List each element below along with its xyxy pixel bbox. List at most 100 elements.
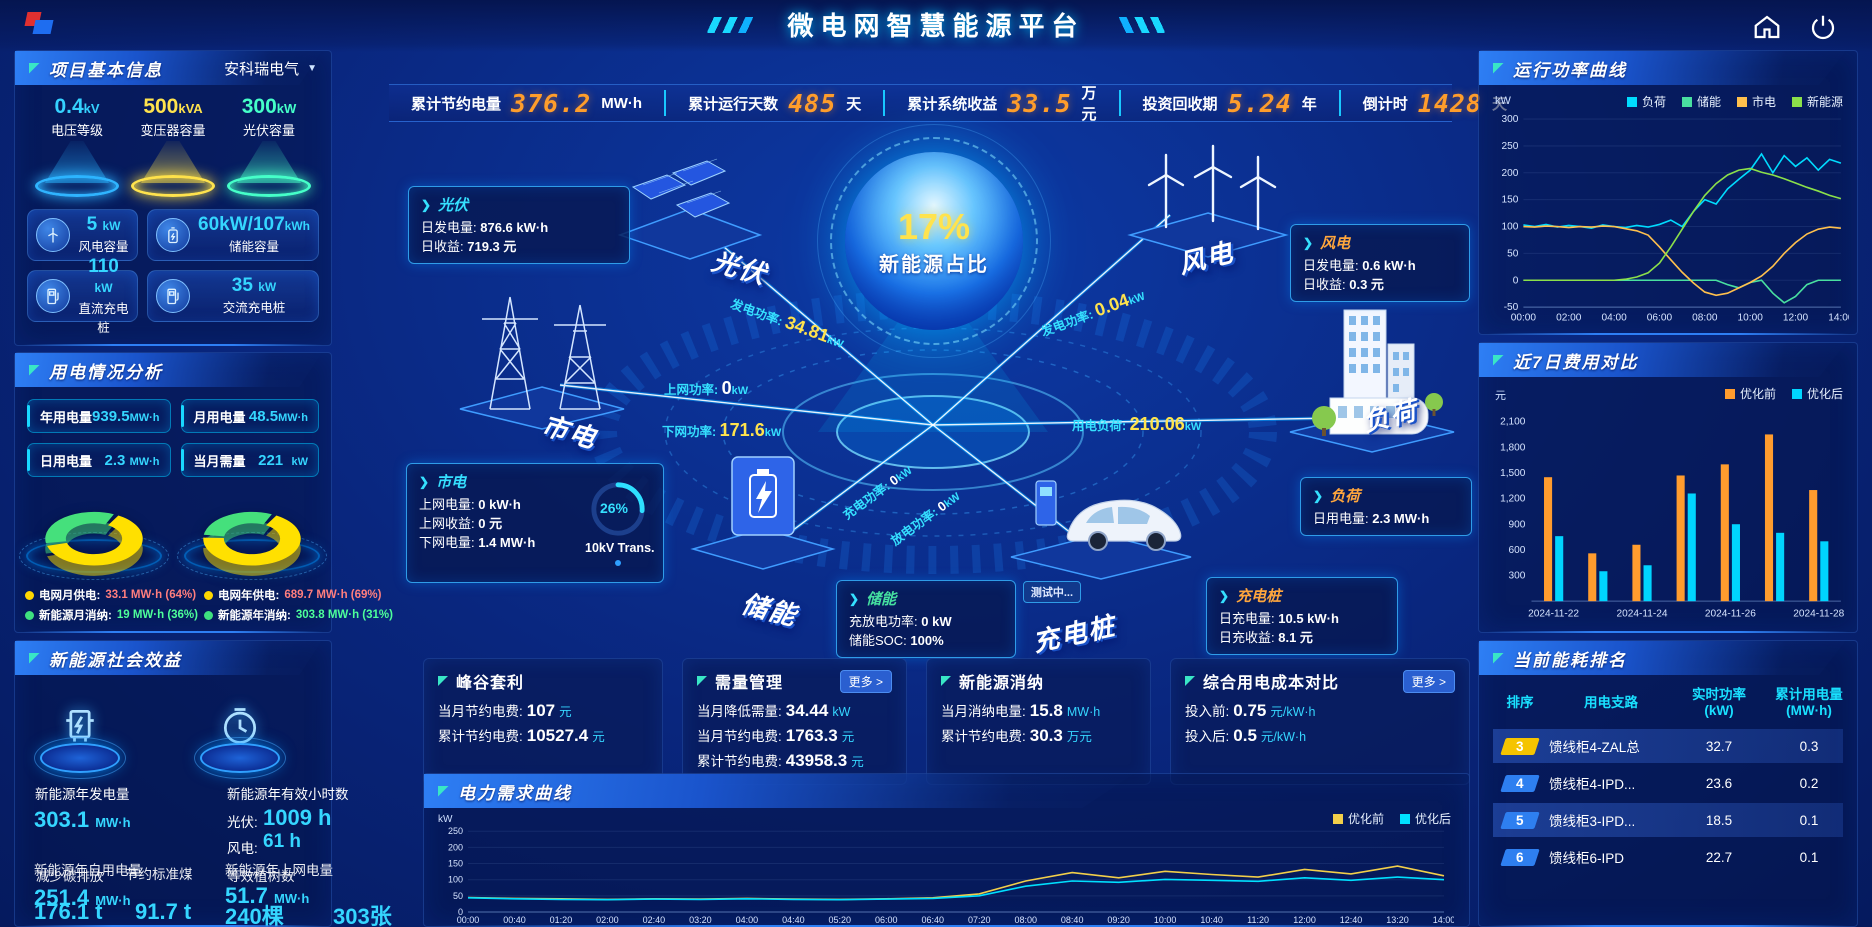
app-header: 微电网智慧能源平台 bbox=[0, 0, 1872, 52]
svg-text:10:40: 10:40 bbox=[1200, 915, 1223, 925]
node-label-charger: 充电桩 bbox=[1030, 610, 1119, 658]
flow-grid-export: 上网功率: 0kW bbox=[664, 378, 749, 398]
panel-header: 用电情况分析 bbox=[15, 353, 322, 387]
col-energy: 累计用电量 (MW·h) bbox=[1775, 687, 1843, 718]
status-badge: 测试中... bbox=[1022, 581, 1081, 603]
kpi-countdown: 倒计时 1428 天 bbox=[1338, 89, 1529, 118]
svg-text:200: 200 bbox=[448, 842, 463, 852]
svg-text:05:20: 05:20 bbox=[829, 915, 852, 925]
more-button[interactable]: 更多 > bbox=[1402, 669, 1455, 693]
load-building-illustration bbox=[1289, 309, 1455, 453]
transformer-gauge: 26% 10kV Trans. bbox=[585, 480, 655, 566]
yellow-dot-icon bbox=[204, 590, 213, 600]
hours-label: 新能源年有效小时数 bbox=[227, 787, 349, 802]
table-row[interactable]: 3 馈线柜4-ZAL总 32.7 0.3 bbox=[1493, 729, 1843, 763]
svg-text:08:40: 08:40 bbox=[1061, 915, 1084, 925]
kpi-run-days: 累计运行天数 485 天 bbox=[664, 89, 883, 118]
panel-header: 当前能耗排名 bbox=[1479, 641, 1846, 675]
panel-header: 运行功率曲线 bbox=[1479, 51, 1846, 85]
svg-text:-50: -50 bbox=[1504, 302, 1519, 313]
svg-text:100: 100 bbox=[448, 875, 463, 885]
svg-text:2024-11-24: 2024-11-24 bbox=[1617, 608, 1668, 619]
month-usage: 月用电量 48.5MW·h bbox=[180, 399, 319, 433]
title-deco-left bbox=[707, 16, 766, 33]
donut-legend: 电网月供电: 33.1 MW·h (64%) 电网年供电: 689.7 MW·h (… bbox=[15, 579, 393, 623]
solar-panels-illustration bbox=[617, 158, 763, 260]
y-axis-unit: kW bbox=[438, 814, 453, 825]
corner-glyph-icon bbox=[438, 676, 448, 686]
arrow-icon: ❯ bbox=[849, 591, 860, 606]
arrow-icon: ❯ bbox=[1303, 235, 1314, 250]
svg-text:03:20: 03:20 bbox=[689, 915, 712, 925]
dc-charger-icon bbox=[36, 279, 70, 313]
table-row[interactable]: 5 馈线柜3-IPD... 18.5 0.1 bbox=[1493, 803, 1843, 837]
wind-info-box: ❯ 风电 日发电量: 0.6 kW·h 日收益: 0.3 元 bbox=[1290, 224, 1470, 302]
svg-text:14:00: 14:00 bbox=[1433, 915, 1454, 925]
storage-capacity-card: 60kW/107kWh 储能容量 bbox=[147, 209, 319, 261]
y-axis-unit: kW bbox=[1495, 95, 1511, 107]
legend-renewable-month: 新能源月消纳: 19 MW·h (36%) bbox=[25, 607, 198, 623]
more-button[interactable]: 更多 > bbox=[839, 669, 892, 693]
swatch-icon bbox=[1724, 389, 1735, 399]
co2-value: 91.7 t bbox=[135, 899, 192, 924]
home-icon[interactable] bbox=[1752, 12, 1782, 42]
svg-text:1,500: 1,500 bbox=[1500, 468, 1526, 479]
grid-info-box: ❯ 市电 上网电量: 0 kW·h 上网收益: 0 元 下网电量: 1.4 MW·… bbox=[406, 463, 664, 583]
svg-text:1,200: 1,200 bbox=[1500, 494, 1526, 505]
demand-legend: 优化前 优化后 bbox=[1332, 810, 1451, 827]
capacity-cones: 0.4kV 电压等级 500kVA 变压器容量 300kW 光伏容量 bbox=[15, 85, 331, 197]
corner-glyph-icon bbox=[941, 676, 951, 686]
corner-glyph-icon bbox=[29, 364, 40, 376]
panel-title: 新能源社会效益 bbox=[49, 650, 182, 670]
power-icon[interactable] bbox=[1808, 12, 1838, 42]
panel-title: 用电情况分析 bbox=[49, 362, 163, 382]
hours-pv-label: 光伏: bbox=[227, 815, 258, 830]
title-deco-right bbox=[1106, 16, 1165, 33]
arrow-icon: ❯ bbox=[1313, 488, 1324, 503]
col-branch: 用电支路 bbox=[1584, 695, 1638, 710]
pv-capacity: 300kW 光伏容量 bbox=[223, 95, 315, 197]
generation-pedestal bbox=[34, 703, 126, 779]
svg-text:02:00: 02:00 bbox=[596, 915, 619, 925]
svg-text:2024-11-22: 2024-11-22 bbox=[1528, 608, 1579, 619]
company-select[interactable]: 安科瑞电气 ▼ bbox=[224, 58, 317, 79]
flow-charge-power: 充电功率: 0kW bbox=[840, 464, 915, 523]
table-row[interactable]: 4 馈线柜4-IPD... 23.6 0.2 bbox=[1493, 766, 1843, 800]
svg-text:900: 900 bbox=[1509, 519, 1526, 530]
legend-grid-year: 电网年供电: 689.7 MW·h (69%) bbox=[204, 587, 393, 603]
kpi-saved-energy: 累计节约电量 376.2 MW·h bbox=[411, 88, 643, 118]
panel-energy-ranking: 当前能耗排名 排序 用电支路 实时功率 (kW) 累计用电量 (MW·h) 3 馈线… bbox=[1478, 640, 1858, 927]
chevron-down-icon: ▼ bbox=[307, 63, 317, 74]
ac-charger-card: 35 kW 交流充电桩 bbox=[147, 270, 319, 322]
panel-title: 项目基本信息 bbox=[49, 60, 163, 80]
gauge-label: 10kV Trans. bbox=[585, 541, 655, 555]
legend-renewable-year: 新能源年消纳: 303.8 MW·h (31%) bbox=[204, 607, 393, 623]
table-row[interactable]: 6 馈线柜6-IPD 22.7 0.1 bbox=[1493, 840, 1843, 874]
svg-text:2,100: 2,100 bbox=[1500, 417, 1526, 428]
svg-text:200: 200 bbox=[1501, 168, 1518, 179]
benefit-panels: 峰谷套利 当月节约电费: 107 元 累计节约电费: 10527.4 元 需量管理 更多… bbox=[423, 658, 1470, 785]
svg-text:12:00: 12:00 bbox=[1783, 312, 1809, 323]
capacity-cards: 5 kW 风电容量 60kW/107kWh 储能容量 110 kW 直流充电桩 bbox=[15, 197, 331, 335]
corner-glyph-icon bbox=[29, 652, 40, 664]
legend-before: 优化前 bbox=[1332, 810, 1384, 827]
power-towers-illustration bbox=[459, 296, 625, 430]
ac-charger-icon bbox=[156, 279, 191, 313]
svg-text:10:00: 10:00 bbox=[1738, 312, 1764, 323]
energy-sphere: 17% 新能源占比 bbox=[817, 124, 1051, 358]
svg-text:150: 150 bbox=[448, 859, 463, 869]
kpi-bar: 累计节约电量 376.2 MW·h 累计运行天数 485 天 累计系统收益 33… bbox=[389, 84, 1507, 123]
swatch-icon bbox=[1681, 97, 1692, 107]
voltage-level: 0.4kV 电压等级 bbox=[31, 95, 123, 197]
arrow-icon: ❯ bbox=[419, 474, 430, 489]
svg-text:13:20: 13:20 bbox=[1386, 915, 1409, 925]
svg-text:0: 0 bbox=[1513, 275, 1519, 286]
svg-text:12:00: 12:00 bbox=[1293, 915, 1316, 925]
svg-text:300: 300 bbox=[1501, 114, 1518, 125]
dc-charger-card: 110 kW 直流充电桩 bbox=[27, 256, 139, 335]
rank-badge: 5 bbox=[1500, 811, 1540, 829]
node-label-storage: 储能 bbox=[738, 588, 801, 632]
usage-stats: 年用电量 939.5MW·h 月用电量 48.5MW·h 日用电量 2.3 MW·h … bbox=[15, 387, 331, 477]
corner-glyph-icon bbox=[29, 62, 40, 74]
transformer-capacity: 500kVA 变压器容量 bbox=[127, 95, 219, 197]
